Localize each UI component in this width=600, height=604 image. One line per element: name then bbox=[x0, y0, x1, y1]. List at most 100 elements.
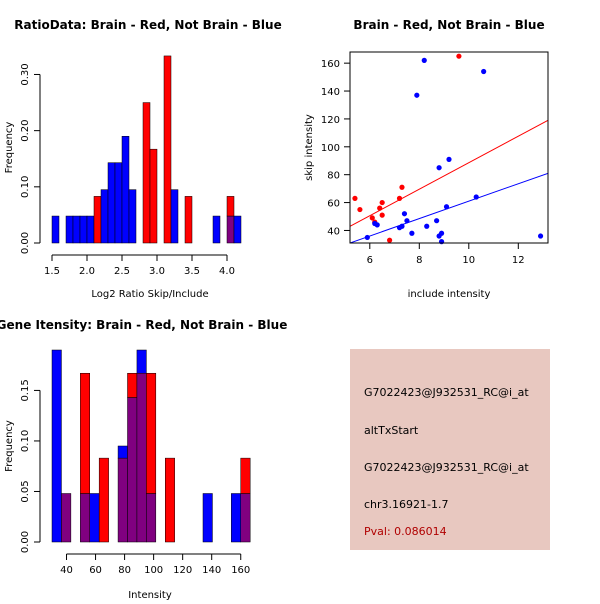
ratio-bar-not-brain bbox=[212, 215, 221, 244]
gene-bar-overlap bbox=[127, 397, 138, 543]
info-panel: G7022423@J932531_RC@i_at altTxStart G702… bbox=[350, 349, 550, 550]
scatter-xlabel: include intensity bbox=[408, 289, 491, 300]
ratio-bar-brain bbox=[163, 55, 172, 244]
ratio-bar-not-brain bbox=[121, 136, 130, 244]
ratio-bar-not-brain bbox=[100, 189, 109, 244]
gene-y-tick-label: 0.10 bbox=[20, 430, 31, 452]
gene-bar-overlap bbox=[146, 493, 157, 543]
ratio-bar-not-brain bbox=[51, 215, 60, 244]
scatter-point-not-brain bbox=[438, 230, 445, 236]
gene-x-tick-label: 120 bbox=[173, 565, 192, 576]
scatter-y-tick-label: 80 bbox=[327, 171, 340, 182]
scatter-x-tick-label: 12 bbox=[512, 255, 525, 266]
ratio-bar-brain bbox=[149, 148, 158, 244]
gene-title: Gene Itensity: Brain - Red, Not Brain - … bbox=[0, 318, 287, 332]
scatter-y-tick-label: 120 bbox=[321, 115, 340, 126]
scatter-y-tick-label: 100 bbox=[321, 143, 340, 154]
gene-xlabel: Intensity bbox=[128, 590, 172, 600]
gene-bar-not-brain bbox=[51, 349, 62, 543]
scatter-point-not-brain bbox=[421, 57, 427, 63]
gene-bar-brain bbox=[98, 457, 109, 543]
ratio-bar-overlap bbox=[226, 215, 235, 244]
ratio-xlabel: Log2 Ratio Skip/Include bbox=[91, 289, 208, 300]
scatter-point-not-brain bbox=[436, 165, 442, 171]
scatter-point-not-brain bbox=[404, 218, 410, 224]
ratio-y-tick-label: 0.10 bbox=[20, 176, 31, 198]
scatter-point-not-brain bbox=[473, 194, 479, 200]
ratio-bar-brain bbox=[142, 102, 151, 244]
ratio-title: RatioData: Brain - Red, Not Brain - Blue bbox=[14, 18, 281, 32]
ratio-bar-brain bbox=[184, 196, 193, 244]
gene-ylabel: Frequency bbox=[4, 420, 15, 472]
gene-bar-overlap bbox=[61, 493, 72, 543]
gene-bar-overlap bbox=[80, 493, 90, 543]
scatter-point-brain bbox=[396, 195, 403, 201]
ratio-y-tick-label: 0.20 bbox=[20, 120, 31, 142]
gene-bar-brain bbox=[240, 457, 251, 494]
ratio-bar-brain bbox=[93, 196, 102, 244]
scatter-x-tick-label: 10 bbox=[462, 255, 475, 266]
scatter-y-tick-label: 140 bbox=[321, 87, 340, 98]
scatter-point-brain bbox=[379, 199, 385, 206]
ratio-bar-not-brain bbox=[170, 189, 179, 244]
scatter-point-brain bbox=[377, 205, 383, 211]
scatter-x-tick-label: 8 bbox=[416, 255, 422, 266]
ratio-bar-not-brain bbox=[79, 215, 88, 244]
scatter-title: Brain - Red, Not Brain - Blue bbox=[353, 18, 544, 32]
scatter-point-not-brain bbox=[443, 204, 450, 210]
ratio-x-tick-label: 2.0 bbox=[79, 266, 95, 277]
ratio-x-tick-label: 2.5 bbox=[114, 266, 130, 277]
gene-bar-brain bbox=[164, 457, 175, 543]
ratio-x-tick-label: 1.5 bbox=[44, 266, 60, 277]
gene-y-tick-label: 0.15 bbox=[20, 379, 31, 401]
scatter-y-tick-label: 40 bbox=[327, 226, 340, 237]
info-event: altTxStart bbox=[364, 424, 419, 437]
info-pval: Pval: 0.086014 bbox=[364, 525, 447, 538]
ratio-bar-not-brain bbox=[65, 215, 74, 244]
gene-bar-brain bbox=[80, 372, 90, 494]
gene-bar-not-brain bbox=[117, 445, 128, 459]
ratio-bar-not-brain bbox=[233, 215, 242, 244]
ratio-x-tick-label: 4.0 bbox=[219, 266, 235, 277]
gene-bar-brain bbox=[146, 372, 157, 494]
ratio-bar-not-brain bbox=[86, 215, 95, 244]
scatter-fit-line-not-brain bbox=[350, 172, 548, 243]
ratio-bar-not-brain bbox=[107, 162, 116, 244]
ratio-y-tick-label: 0.30 bbox=[20, 63, 31, 85]
scatter-point-not-brain bbox=[481, 68, 487, 75]
ratio-bar-brain bbox=[226, 196, 235, 217]
scatter-y-tick-label: 60 bbox=[327, 199, 340, 210]
ratio-x-tick-label: 3.0 bbox=[149, 266, 165, 277]
scatter-point-brain bbox=[352, 195, 358, 201]
gene-y-tick-label: 0.00 bbox=[20, 531, 31, 553]
gene-bar-not-brain bbox=[231, 493, 241, 543]
scatter-point-brain bbox=[379, 212, 385, 218]
gene-bar-brain bbox=[127, 372, 138, 398]
scatter-point-not-brain bbox=[424, 223, 430, 229]
scatter-point-not-brain bbox=[409, 230, 415, 236]
ratio-bar-not-brain bbox=[72, 215, 81, 244]
gene-x-tick-label: 140 bbox=[202, 565, 221, 576]
gene-x-tick-label: 80 bbox=[118, 565, 131, 576]
scatter-point-brain bbox=[357, 206, 363, 213]
gene-x-tick-label: 60 bbox=[89, 565, 102, 576]
scatter-point-brain bbox=[456, 53, 462, 59]
ratio-x-tick-label: 3.5 bbox=[184, 266, 200, 277]
scatter-point-not-brain bbox=[414, 92, 420, 98]
scatter-ylabel: skip intensity bbox=[304, 114, 315, 181]
gene-x-tick-label: 100 bbox=[144, 565, 163, 576]
scatter-plot-box bbox=[349, 51, 549, 244]
scatter-point-brain bbox=[399, 184, 405, 190]
gene-bar-overlap bbox=[136, 372, 147, 543]
scatter-point-brain bbox=[387, 237, 393, 243]
gene-bar-overlap bbox=[240, 493, 251, 543]
ratio-bar-not-brain bbox=[128, 189, 137, 244]
scatter-point-not-brain bbox=[434, 218, 440, 224]
gene-bar-overlap bbox=[117, 457, 128, 543]
gene-bar-not-brain bbox=[89, 493, 100, 543]
scatter-y-tick-label: 160 bbox=[321, 59, 340, 70]
ratio-bar-not-brain bbox=[114, 162, 123, 244]
gene-bar-not-brain bbox=[136, 349, 147, 374]
gene-y-tick-label: 0.05 bbox=[20, 480, 31, 502]
